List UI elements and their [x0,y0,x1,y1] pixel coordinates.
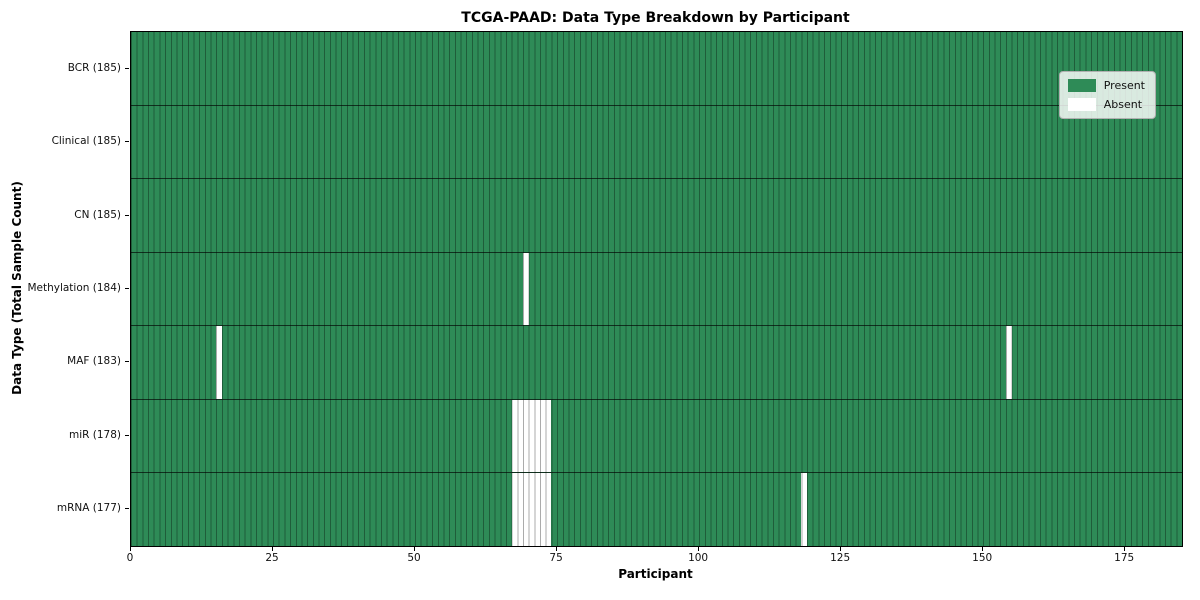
y-tick-label-Clinical: Clinical (185) [51,135,121,148]
y-tick-mark [125,288,129,289]
x-tick-label: 125 [830,552,851,564]
legend-item-present: Present [1067,79,1145,92]
x-tick-mark [840,547,842,551]
legend-label-present: Present [1103,79,1145,92]
legend: Present Absent [1058,71,1156,119]
heatmap-rows [131,32,1182,547]
missing-cell [522,473,529,547]
x-tick-label: 175 [1114,552,1135,564]
missing-cell [540,399,546,473]
y-tick-mark [125,141,129,143]
y-tick-label-CN: CN (185) [74,208,121,221]
y-axis-label: Data Type (Total Sample Count) [10,181,24,395]
heatmap-row-CN [131,179,1182,253]
heatmap-row-BCR [131,32,1182,106]
x-tick-label: 50 [407,552,421,564]
missing-cell [528,399,535,473]
x-tick-label: 100 [688,552,709,564]
missing-cell [517,399,523,473]
y-tick-label-miR: miR (178) [68,428,121,441]
y-tick-label-MAF: MAF (183) [67,355,121,368]
legend-item-absent: Absent [1067,98,1145,111]
missing-cell [534,473,541,547]
x-tick-mark [414,547,416,551]
missing-cell [528,473,535,547]
y-tick-mark [125,434,129,436]
chart-title: TCGA-PAAD: Data Type Breakdown by Partic… [461,10,850,26]
heatmap-row-miR [131,399,1182,474]
missing-cell [540,473,546,547]
y-tick-mark [125,67,129,69]
x-tick-label: 150 [972,552,993,564]
x-tick-mark [982,547,984,551]
heatmap-row-MAF [131,326,1182,400]
missing-cell [534,399,541,473]
x-tick-label: 0 [126,552,134,564]
plot-area: Present Absent [130,31,1183,547]
x-tick-label: 25 [265,552,279,564]
x-tick-mark [1124,547,1126,551]
x-axis-label: Participant [618,567,693,581]
missing-cell [801,473,808,547]
x-tick-label: 75 [549,552,563,564]
x-tick-mark [556,547,558,551]
y-tick-mark [125,214,129,216]
x-tick-mark [698,547,700,551]
x-tick-mark [272,547,274,551]
missing-cell [545,399,552,473]
missing-cell [216,326,222,399]
legend-swatch-present [1067,79,1096,92]
missing-cell [1005,326,1012,399]
heatmap-row-Methylation [131,252,1182,327]
x-tick-mark [130,547,131,551]
missing-cell [511,473,518,547]
heatmap-row-Clinical [131,105,1182,180]
missing-cell [522,399,529,473]
missing-cell [511,399,518,473]
y-tick-label-BCR: BCR (185) [67,61,121,74]
y-tick-mark [125,361,129,363]
missing-cell [545,473,552,547]
y-tick-mark [125,508,129,510]
legend-swatch-absent [1067,98,1096,111]
heatmap-row-mRNA [131,473,1182,547]
y-tick-label-Methylation: Methylation (184) [27,282,121,294]
missing-cell [517,473,523,547]
missing-cell [522,252,529,326]
y-tick-label-mRNA: mRNA (177) [56,502,121,515]
legend-label-absent: Absent [1103,98,1143,111]
